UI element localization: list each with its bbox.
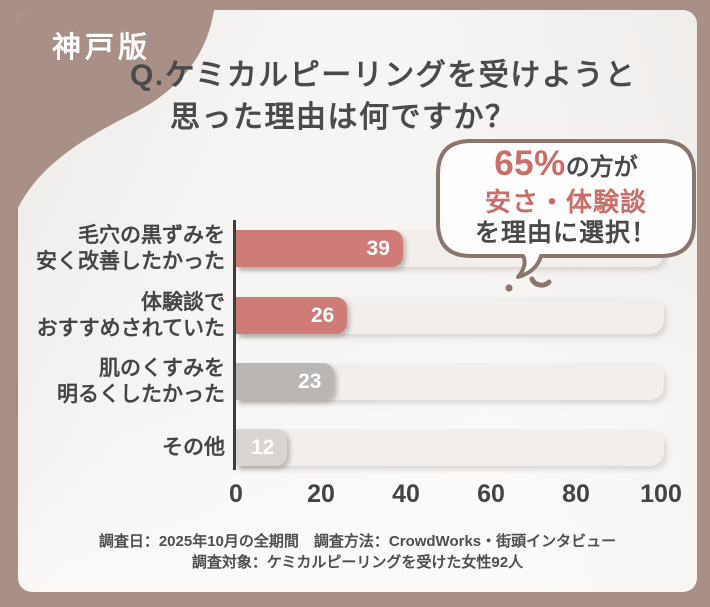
chart-row: 肌のくすみを 明るくしたかった 23 bbox=[18, 357, 697, 406]
x-axis: 0 20 40 60 80 100 bbox=[229, 480, 682, 512]
bubble-trail-dot bbox=[505, 284, 513, 292]
bar-track: 23 bbox=[236, 363, 664, 400]
survey-note-line1: 調査日：2025年10月の全期間 調査方法：CrowdWorks・街頭インタビュ… bbox=[98, 533, 617, 550]
category-label-line2: 安く改善したかった bbox=[36, 249, 225, 273]
chart-row: 体験談で おすすめされていた 26 bbox=[18, 291, 697, 340]
category-label: 肌のくすみを 明るくしたかった bbox=[18, 356, 225, 408]
x-tick: 0 bbox=[229, 480, 243, 508]
survey-note-line2: 調査対象：ケミカルピーリングを受けた女性92人 bbox=[191, 554, 524, 571]
callout-line2: 安さ・体験談 bbox=[484, 187, 647, 217]
callout-line1-rest: の方が bbox=[565, 154, 638, 181]
bar-value: 39 bbox=[366, 236, 390, 260]
callout-bubble: 65%の方が 安さ・体験談 を理由に選択！ bbox=[435, 138, 697, 306]
y-axis-line bbox=[233, 220, 236, 470]
x-tick: 60 bbox=[477, 480, 505, 508]
category-label: 体験談で おすすめされていた bbox=[18, 290, 225, 342]
bar: 12 bbox=[236, 429, 288, 466]
callout-line1: 65%の方が bbox=[435, 146, 697, 186]
bar-value: 23 bbox=[298, 369, 322, 393]
bubble-trail-crescent bbox=[529, 276, 552, 288]
survey-notes: 調査日：2025年10月の全期間 調査方法：CrowdWorks・街頭インタビュ… bbox=[18, 531, 697, 573]
x-tick: 100 bbox=[640, 480, 682, 508]
category-label: 毛穴の黒ずみを 安く改善したかった bbox=[18, 223, 225, 275]
bar: 39 bbox=[236, 230, 403, 267]
page-title-line2: 思った理由は何ですか？ bbox=[170, 101, 517, 134]
bar-value: 12 bbox=[251, 435, 275, 459]
page-title-line1: Q.ケミカルピーリングを受けようと bbox=[130, 59, 637, 92]
edition-badge: 神戸版 bbox=[52, 32, 152, 64]
content-card: 神戸版 Q.ケミカルピーリングを受けようと 思った理由は何ですか？ 毛穴の黒ずみ… bbox=[18, 10, 697, 592]
callout-line3: を理由に選択！ bbox=[474, 219, 657, 247]
category-label-line1: 肌のくすみを bbox=[99, 356, 225, 380]
bar-track: 12 bbox=[236, 429, 664, 466]
bar: 26 bbox=[236, 297, 348, 334]
bar-track: 26 bbox=[236, 297, 664, 334]
category-label-line1: 体験談で bbox=[141, 290, 225, 314]
category-label-line2: おすすめされていた bbox=[36, 316, 225, 340]
category-label: その他 bbox=[18, 435, 225, 461]
x-tick: 80 bbox=[562, 480, 590, 508]
callout-percentage: 65% bbox=[494, 144, 566, 183]
callout-text: 65%の方が 安さ・体験談 を理由に選択！ bbox=[435, 146, 697, 249]
chart-row: その他 12 bbox=[18, 429, 697, 466]
category-label-line1: 毛穴の黒ずみを bbox=[78, 223, 225, 247]
bar: 23 bbox=[236, 363, 335, 400]
x-tick: 40 bbox=[392, 480, 420, 508]
speech-bubble-shape bbox=[436, 139, 696, 292]
bar-value: 26 bbox=[310, 303, 335, 327]
category-label-line2: 明るくしたかった bbox=[57, 382, 225, 406]
category-label-line1: その他 bbox=[162, 435, 225, 459]
x-tick: 20 bbox=[307, 480, 335, 508]
